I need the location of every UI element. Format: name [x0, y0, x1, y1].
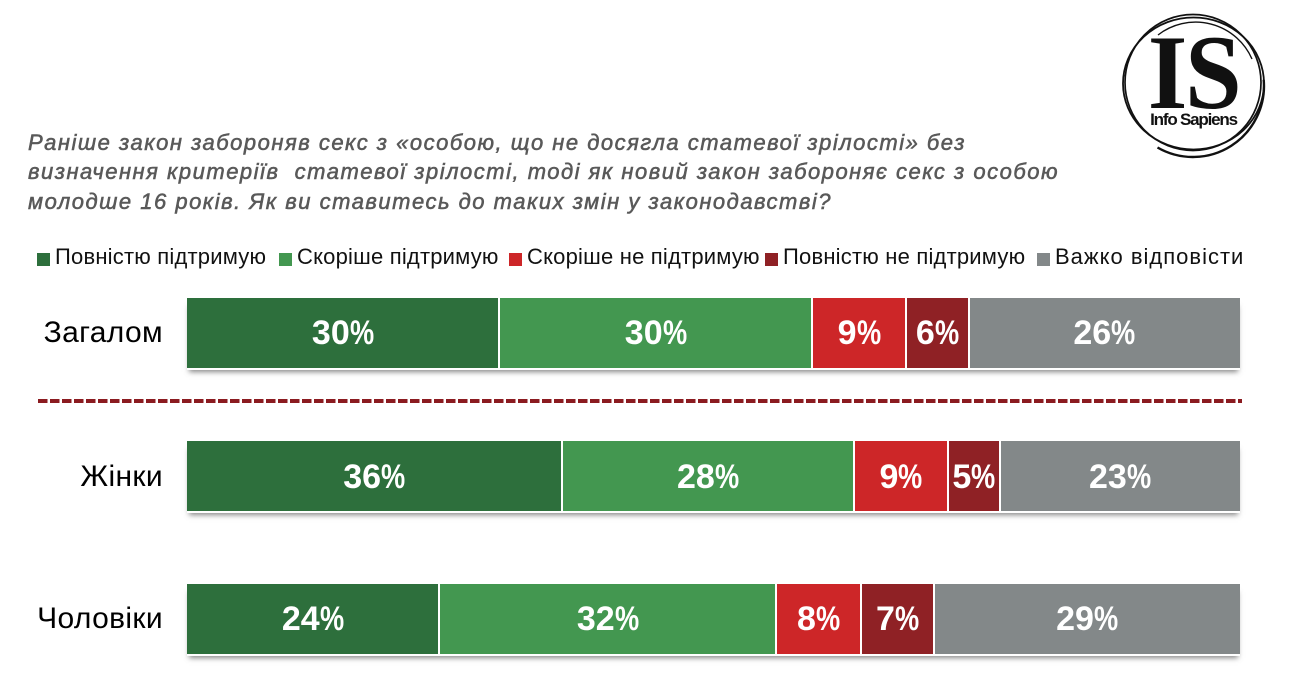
svg-text:Info Sapiens: Info Sapiens: [1150, 110, 1237, 129]
svg-text:IS: IS: [1148, 13, 1239, 131]
